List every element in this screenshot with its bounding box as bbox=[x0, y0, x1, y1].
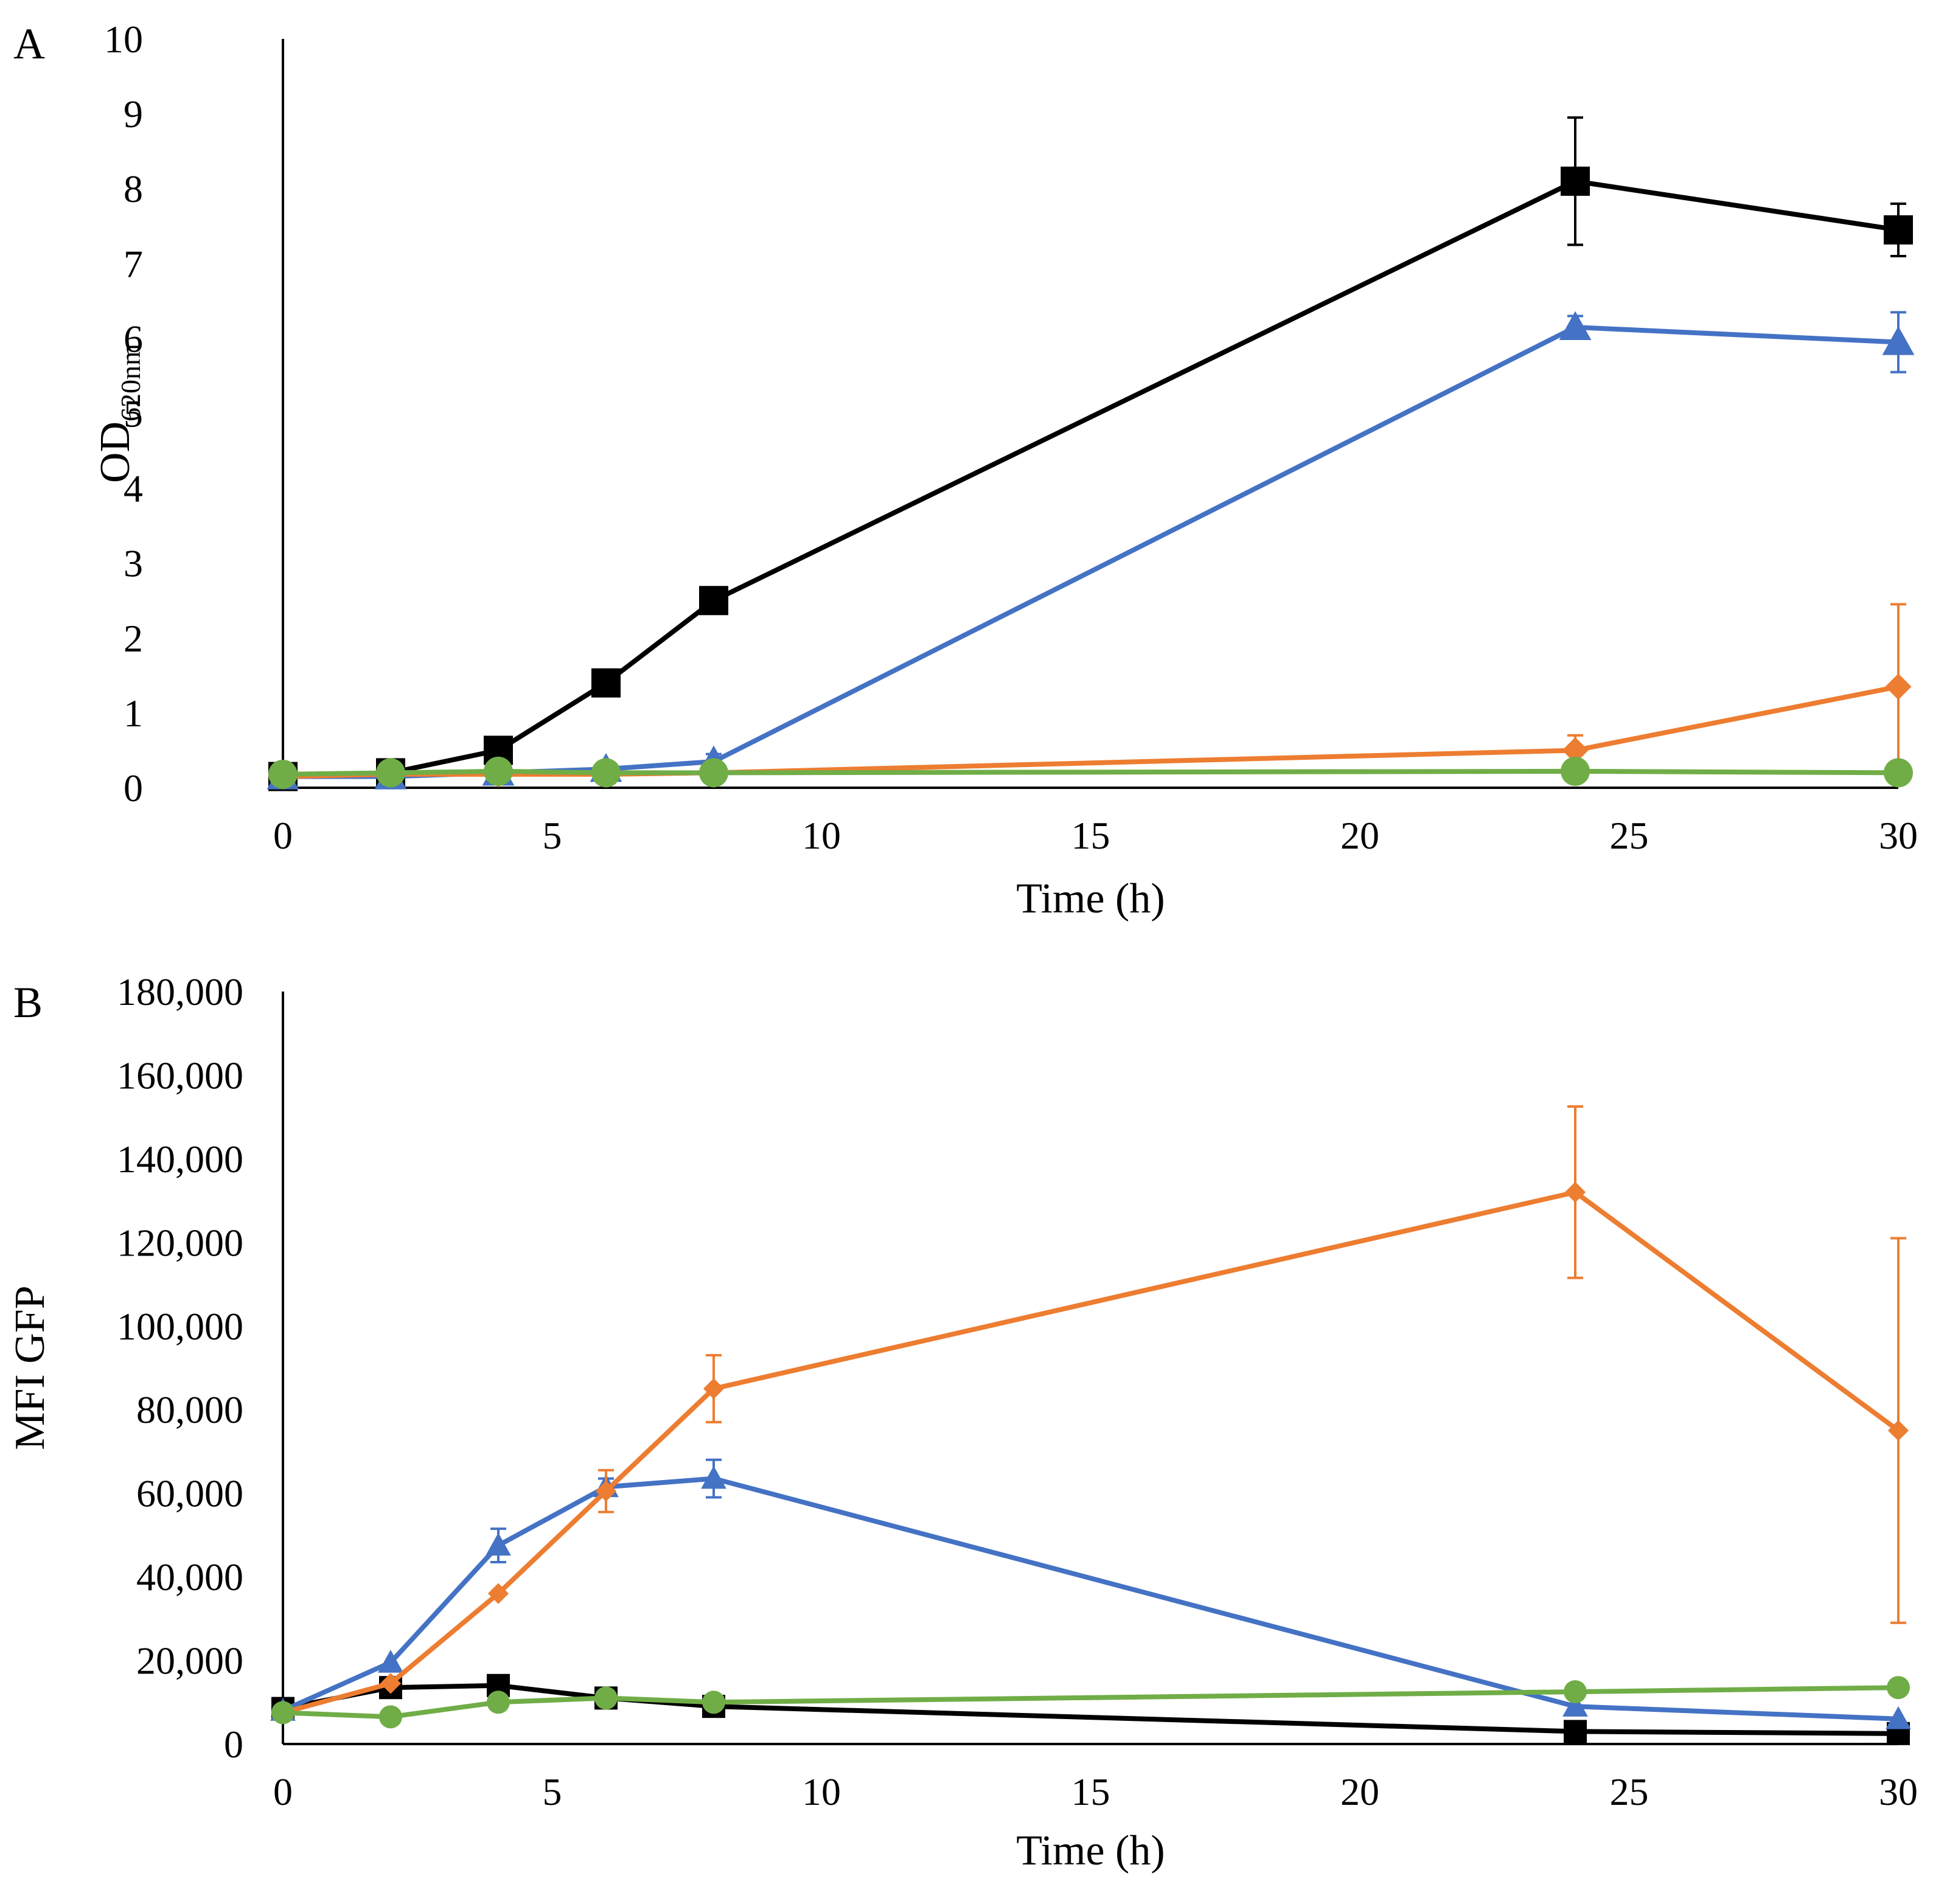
data-point bbox=[702, 1690, 725, 1714]
series-line-blue bbox=[283, 1479, 1898, 1719]
figure: A B 0 1 2 3 4 5 6 7 8 9 10 0 5 10 15 20 25 30 Time (h) OD62… bbox=[0, 0, 1933, 1901]
y-tick-label: 140,000 bbox=[117, 1138, 243, 1181]
data-point bbox=[1561, 757, 1590, 786]
y-tick-label: 7 bbox=[124, 242, 143, 285]
panel-b-letter: B bbox=[13, 978, 43, 1027]
chart-canvas: A B 0123456789100 5 10 15 20 25 30Time (h)OD62… bbox=[0, 0, 1933, 1901]
y-axis-title-subscript: 620nm bbox=[115, 344, 146, 422]
y-tick-label: 0 bbox=[124, 766, 143, 810]
data-point bbox=[376, 758, 405, 787]
data-point bbox=[699, 758, 728, 787]
data-point bbox=[1887, 1676, 1910, 1699]
x-tick-label: 15 bbox=[1071, 1770, 1110, 1813]
data-point bbox=[1884, 758, 1913, 787]
data-point bbox=[591, 758, 621, 787]
data-point bbox=[594, 1686, 618, 1709]
y-tick-label: 120,000 bbox=[117, 1221, 243, 1264]
y-axis-title: OD620nm bbox=[92, 344, 146, 483]
x-axis-title: Time (h) bbox=[1016, 875, 1165, 922]
y-tick-label: 40,000 bbox=[136, 1555, 243, 1599]
x-tick-label: 0 bbox=[273, 814, 293, 857]
y-tick-label: 10 bbox=[104, 18, 143, 61]
x-tick-label: 25 bbox=[1610, 1770, 1649, 1813]
series-line-black bbox=[283, 181, 1898, 777]
x-tick-label: 30 bbox=[1879, 1770, 1918, 1813]
series-orange bbox=[270, 604, 1911, 790]
x-tick-label: 5 bbox=[543, 1770, 562, 1813]
y-tick-label: 60,000 bbox=[136, 1472, 243, 1515]
data-point bbox=[268, 760, 298, 789]
series-black bbox=[268, 117, 1913, 791]
y-tick-label: 0 bbox=[224, 1723, 243, 1766]
x-tick-label: 10 bbox=[802, 1770, 841, 1813]
x-axis-title: Time (h) bbox=[1016, 1827, 1165, 1874]
x-tick-label: 15 bbox=[1071, 814, 1110, 857]
data-point bbox=[487, 1690, 510, 1714]
series-line-blue bbox=[283, 327, 1898, 777]
y-tick-label: 20,000 bbox=[136, 1639, 243, 1683]
panel-a-letter: A bbox=[13, 19, 45, 68]
y-tick-label: 3 bbox=[124, 542, 143, 585]
data-point bbox=[379, 1705, 402, 1728]
data-point bbox=[1564, 1680, 1587, 1703]
series-orange bbox=[273, 1107, 1909, 1723]
data-point bbox=[1561, 167, 1590, 196]
data-point bbox=[1564, 1720, 1587, 1743]
data-point bbox=[591, 669, 621, 698]
series-line-orange bbox=[283, 1192, 1898, 1713]
y-tick-label: 2 bbox=[124, 617, 143, 660]
data-point bbox=[484, 757, 513, 786]
y-tick-label: 9 bbox=[124, 92, 143, 136]
x-tick-label: 20 bbox=[1340, 814, 1379, 857]
series-blue bbox=[267, 311, 1915, 790]
data-point bbox=[1885, 673, 1911, 700]
x-tick-label: 25 bbox=[1610, 814, 1649, 857]
y-tick-label: 100,000 bbox=[117, 1305, 243, 1348]
data-point bbox=[1884, 215, 1913, 245]
y-tick-label: 80,000 bbox=[136, 1388, 243, 1431]
series-line-green bbox=[283, 771, 1898, 774]
data-point bbox=[486, 1533, 511, 1556]
y-tick-label: 1 bbox=[124, 692, 143, 735]
y-tick-label: 8 bbox=[124, 167, 143, 210]
y-tick-label: 160,000 bbox=[117, 1054, 243, 1097]
x-tick-label: 10 bbox=[802, 814, 841, 857]
chart-panel-b: 0 20,000 40,000 60,000 80,000 100,000 120,000 1… bbox=[7, 970, 1918, 1874]
series-green bbox=[271, 1676, 1910, 1728]
y-axis-title: MFI GFP bbox=[7, 1285, 54, 1450]
x-tick-label: 0 bbox=[273, 1770, 293, 1813]
x-tick-label: 5 bbox=[543, 814, 562, 857]
y-tick-label: 180,000 bbox=[117, 970, 243, 1013]
data-point bbox=[271, 1701, 294, 1724]
series-line-green bbox=[283, 1687, 1898, 1717]
x-tick-label: 20 bbox=[1340, 1770, 1379, 1813]
data-point bbox=[699, 586, 728, 615]
x-tick-label: 30 bbox=[1879, 814, 1918, 857]
